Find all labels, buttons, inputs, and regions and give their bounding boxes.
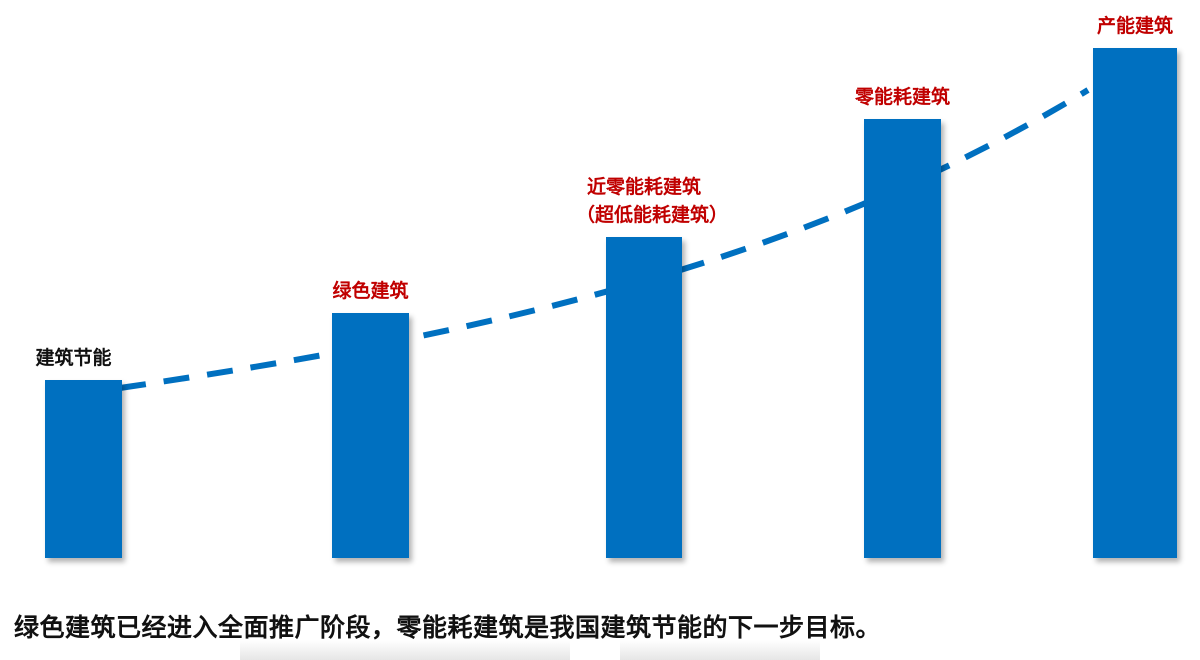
bar-label-3: 近零能耗建筑 [586,175,702,198]
decorative-shadow [240,640,570,660]
bar-2 [332,313,409,558]
bar-1 [45,379,122,558]
trend-curve [119,87,1090,391]
caption-text: 绿色建筑已经进入全面推广阶段，零能耗建筑是我国建筑节能的下一步目标。 [14,613,882,642]
decorative-shadow [620,640,820,660]
bar-label-5: 产能建筑 [1096,15,1174,37]
bar-label-2: 绿色建筑 [332,280,409,303]
bar-5 [1093,48,1177,558]
bar-4 [864,119,941,558]
bar-3 [606,236,682,558]
bar-label-3: （超低能耗建筑） [575,203,729,226]
bar-label-4: 零能耗建筑 [854,86,951,109]
bar-label-1: 建筑节能 [35,346,112,369]
